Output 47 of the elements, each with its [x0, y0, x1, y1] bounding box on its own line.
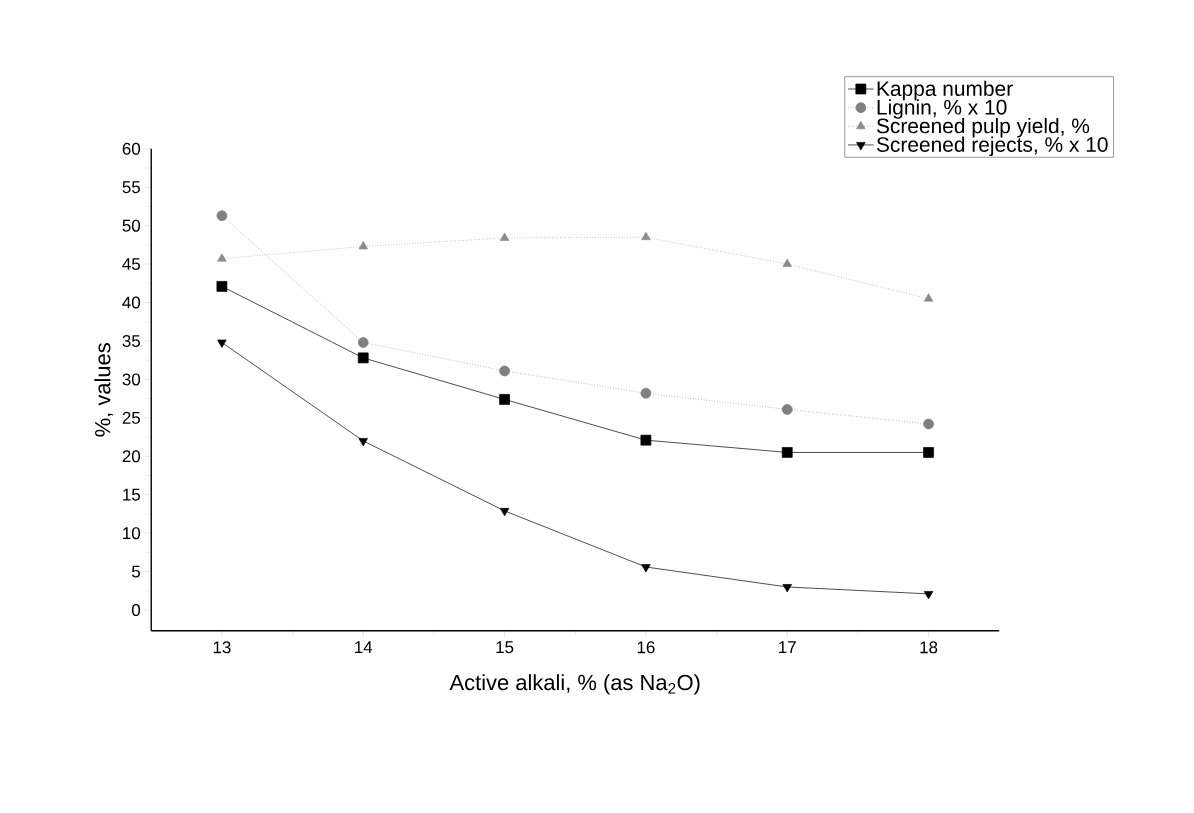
point: [781, 404, 793, 415]
y-tick-label: 40: [122, 296, 141, 309]
point: [781, 447, 793, 458]
y-tick-label: 20: [122, 450, 141, 463]
y-tick-label: 60: [122, 142, 141, 155]
point: [357, 337, 369, 348]
point: [357, 352, 369, 364]
point: [499, 394, 510, 405]
y-tick-label: 15: [123, 488, 140, 501]
x-tick-label: 15: [496, 641, 514, 654]
point: [216, 210, 228, 222]
y-tick-label: 0: [131, 604, 141, 617]
point: [499, 232, 510, 241]
point: [641, 231, 651, 241]
y-tick-label: 10: [123, 527, 141, 540]
x-axis-title: Active alkali, % (as Na$_{2}$O): [449, 674, 700, 695]
y-tick-label: 45: [122, 258, 140, 271]
point: [217, 253, 227, 262]
point: [217, 339, 227, 348]
y-tick-label: 35: [122, 334, 140, 347]
y-tick-label: 25: [122, 411, 140, 424]
legend-label: Screened rejects, % x 10: [876, 136, 1108, 157]
point: [499, 508, 510, 517]
y-tick-label: 30: [122, 373, 141, 386]
point: [216, 281, 228, 292]
y-tick-label: 55: [122, 181, 140, 194]
y-tick-label: 50: [122, 219, 141, 232]
x-tick-label: 18: [920, 641, 938, 654]
y-axis-title: %, values: [94, 343, 114, 437]
point: [358, 438, 368, 447]
point: [499, 365, 510, 377]
x-tick-label: 13: [213, 641, 231, 654]
point: [923, 418, 934, 430]
y-tick-label: 5: [131, 565, 140, 578]
x-tick-label: 14: [355, 641, 373, 653]
legend-label: Lignin, % x 10: [877, 99, 1007, 119]
point: [923, 591, 934, 600]
point: [782, 258, 792, 267]
point: [782, 584, 792, 593]
point: [923, 447, 934, 458]
point: [641, 564, 651, 573]
point: [923, 293, 934, 302]
x-tick-label: 17: [779, 641, 796, 653]
x-tick-label: 16: [637, 641, 655, 654]
point: [358, 241, 368, 250]
point: [640, 387, 652, 399]
point: [640, 434, 652, 446]
